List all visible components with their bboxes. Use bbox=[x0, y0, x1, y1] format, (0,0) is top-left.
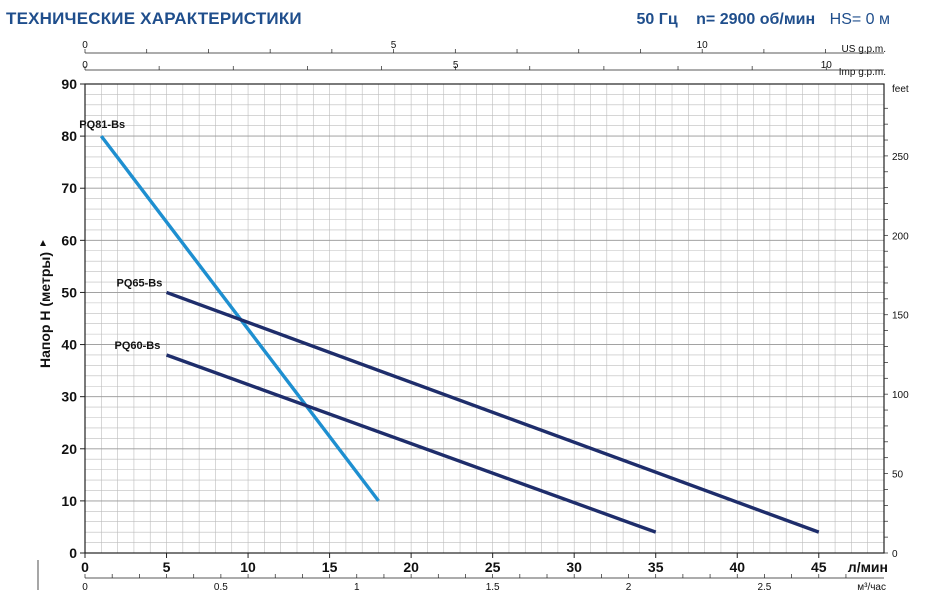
m3h-tick-label: 2.5 bbox=[757, 582, 771, 593]
feet-tick-label: 250 bbox=[892, 152, 909, 163]
y-tick-label: 10 bbox=[61, 493, 77, 509]
axes bbox=[37, 49, 888, 590]
feet-axis-title: feet bbox=[892, 84, 909, 95]
m3h-tick-label: 1.5 bbox=[486, 582, 500, 593]
series-line-pq60-bs bbox=[165, 353, 657, 534]
feet-tick-label: 0 bbox=[892, 549, 898, 560]
x-axis-title: л/мин bbox=[848, 559, 888, 575]
feet-tick-label: 50 bbox=[892, 470, 904, 481]
x-tick-label: 25 bbox=[485, 559, 501, 575]
feet-tick-label: 150 bbox=[892, 311, 909, 322]
m3h-tick-label: 0.5 bbox=[214, 582, 228, 593]
x-tick-label: 35 bbox=[648, 559, 664, 575]
feet-tick-label: 100 bbox=[892, 390, 909, 401]
x-tick-label: 45 bbox=[811, 559, 827, 575]
y-tick-label: 0 bbox=[69, 545, 77, 561]
y-tick-label: 70 bbox=[61, 180, 77, 196]
speed-label: n= 2900 об/мин bbox=[696, 11, 816, 28]
x-tick-label: 20 bbox=[403, 559, 419, 575]
x-tick-label: 40 bbox=[729, 559, 745, 575]
y-tick-label: 50 bbox=[61, 284, 77, 300]
imp-axis-title: Imp g.p.m. bbox=[839, 67, 886, 78]
x-tick-label: 5 bbox=[163, 559, 171, 575]
hs-label: HS= 0 м bbox=[829, 11, 890, 28]
minor-grid bbox=[84, 83, 885, 554]
series-group bbox=[99, 135, 820, 534]
y-axis-arrow bbox=[40, 240, 46, 246]
y-tick-label: 30 bbox=[61, 389, 77, 405]
series-label-pq81-bs: PQ81-Bs bbox=[79, 119, 125, 131]
plot-frame bbox=[84, 83, 885, 554]
us-tick-label: 0 bbox=[82, 40, 88, 51]
imp-tick-label: 0 bbox=[82, 60, 88, 71]
x-tick-label: 30 bbox=[566, 559, 582, 575]
frequency-label: 50 Гц bbox=[636, 11, 678, 28]
x-tick-label: 10 bbox=[240, 559, 256, 575]
y-tick-label: 80 bbox=[61, 128, 77, 144]
us-tick-label: 10 bbox=[697, 40, 709, 51]
us-tick-label: 5 bbox=[391, 40, 397, 51]
y-tick-label: 90 bbox=[61, 76, 77, 92]
x-tick-label: 15 bbox=[322, 559, 338, 575]
operating-conditions: 50 Гц n= 2900 об/мин HS= 0 м bbox=[637, 11, 890, 29]
y-tick-label: 60 bbox=[61, 232, 77, 248]
x-tick-label: 0 bbox=[81, 559, 89, 575]
page-title: ТЕХНИЧЕСКИЕ ХАРАКТЕРИСТИКИ bbox=[6, 9, 302, 28]
series-label-pq60-bs: PQ60-Bs bbox=[115, 340, 161, 352]
m3h-axis-title: м³/час bbox=[857, 582, 886, 593]
series-line-pq65-bs bbox=[165, 290, 820, 534]
m3h-tick-label: 2 bbox=[626, 582, 632, 593]
series-label-pq65-bs: PQ65-Bs bbox=[117, 277, 163, 289]
major-grid bbox=[85, 83, 884, 554]
y-tick-label: 20 bbox=[61, 441, 77, 457]
y-axis-title: Напор H (метры) bbox=[37, 252, 53, 368]
us-axis-title: US g.p.m. bbox=[842, 44, 886, 55]
m3h-tick-label: 0 bbox=[82, 582, 88, 593]
m3h-tick-label: 1 bbox=[354, 582, 360, 593]
imp-tick-label: 10 bbox=[821, 60, 833, 71]
y-tick-label: 40 bbox=[61, 337, 77, 353]
imp-tick-label: 5 bbox=[453, 60, 459, 71]
feet-tick-label: 200 bbox=[892, 231, 909, 242]
